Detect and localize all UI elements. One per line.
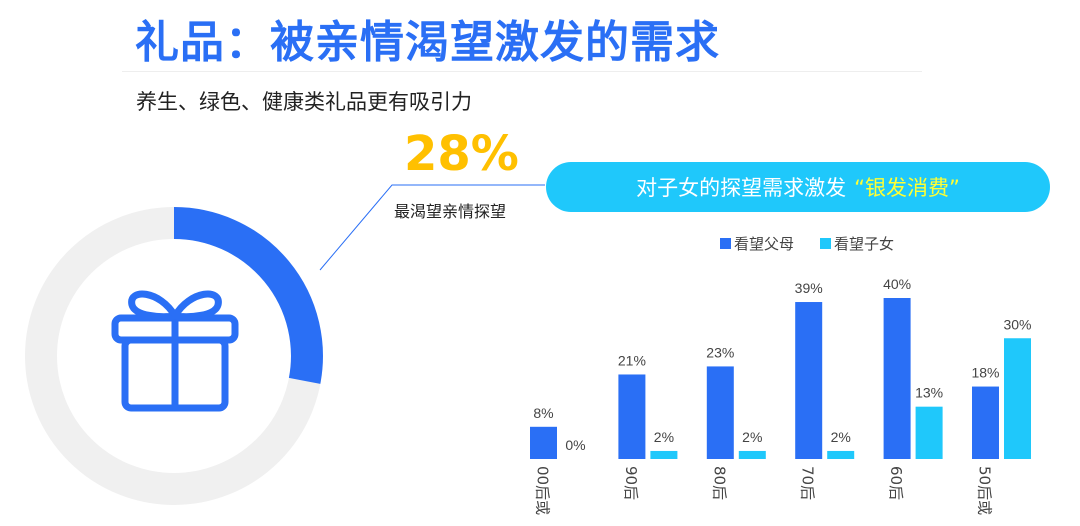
data-label: 40% <box>883 276 911 292</box>
data-label: 2% <box>742 429 762 445</box>
bar-parents <box>530 426 557 459</box>
x-tick-label: 00后或 <box>534 466 552 515</box>
x-tick-label: 90后 <box>622 466 640 500</box>
legend-label: 看望父母 <box>734 235 794 253</box>
page-subtitle: 养生、绿色、健康类礼品更有吸引力 <box>136 90 472 114</box>
bar-parents <box>618 374 646 459</box>
legend-label: 看望子女 <box>834 235 894 253</box>
gift-icon <box>111 290 239 412</box>
data-label: 8% <box>533 405 553 421</box>
data-label: 0% <box>565 437 585 453</box>
bar-children <box>650 450 678 459</box>
bar-parents <box>706 366 734 459</box>
bar-children <box>1004 338 1031 459</box>
donut-value: 28% <box>404 126 519 182</box>
bar-children <box>827 450 855 459</box>
bar-parents <box>795 302 823 459</box>
data-label: 21% <box>618 352 646 368</box>
data-label: 23% <box>706 344 734 360</box>
banner-highlight: “银发消费” <box>854 176 960 200</box>
callout-line <box>319 184 545 271</box>
x-tick-label: 60后 <box>887 466 905 500</box>
x-tick-label: 50后或 <box>976 466 994 515</box>
bar-children <box>915 406 943 459</box>
donut-value-arc <box>173 207 323 384</box>
bar-children <box>738 450 766 459</box>
bar-parents <box>972 386 999 459</box>
data-label: 2% <box>654 429 674 445</box>
data-label: 13% <box>915 385 943 401</box>
bar-parents <box>883 298 911 459</box>
legend-swatch <box>820 238 831 249</box>
banner-text: 对子女的探望需求激发 <box>636 176 847 200</box>
data-label: 30% <box>1003 316 1031 332</box>
data-label: 39% <box>795 280 823 296</box>
banner: 对子女的探望需求激发 “银发消费” <box>546 162 1050 212</box>
page-title: 礼品：被亲情渴望激发的需求 <box>135 17 720 68</box>
data-label: 18% <box>971 365 999 381</box>
title-divider <box>122 71 922 72</box>
x-tick-label: 80后 <box>710 466 728 500</box>
donut-caption: 最渴望亲情探望 <box>394 202 507 221</box>
legend-swatch <box>720 238 731 249</box>
data-label: 2% <box>831 429 851 445</box>
x-tick-label: 70后 <box>799 466 817 500</box>
